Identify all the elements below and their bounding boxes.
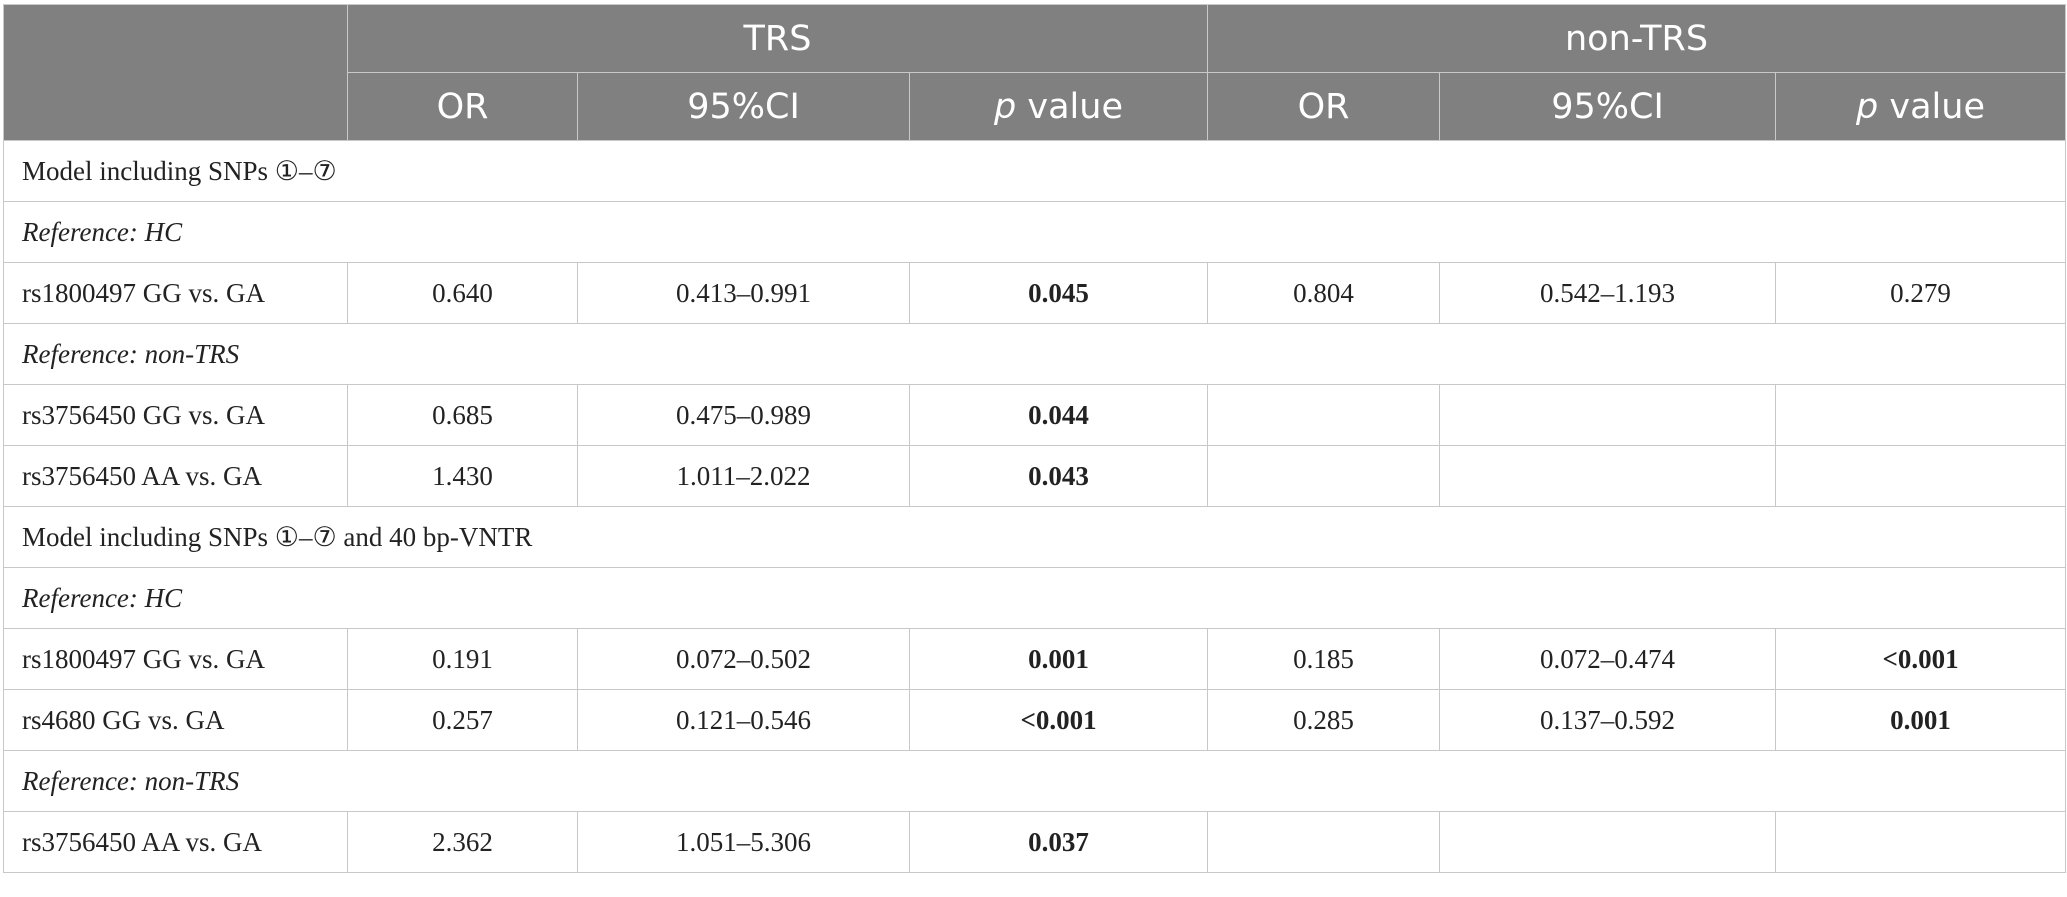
non-trs-p-value-cell: 0.279: [1775, 262, 2067, 324]
trs-or-cell: 0.191: [347, 628, 578, 690]
trs-ci-cell: 0.121–0.546: [577, 689, 910, 751]
header-trs-p-value: p value: [908, 72, 1209, 141]
trs-ci-cell: 1.011–2.022: [577, 445, 910, 507]
header-blank-cell: [3, 4, 348, 73]
p-value-suffix: value: [1878, 86, 1985, 127]
p-italic: p: [994, 86, 1017, 127]
non-trs-ci-cell: 0.137–0.592: [1439, 689, 1777, 751]
trs-or-cell: 2.362: [347, 811, 578, 873]
non-trs-p-value-cell: [1775, 384, 2067, 446]
trs-ci-cell: 0.413–0.991: [577, 262, 910, 324]
reference-label: Reference: HC: [2, 567, 2067, 629]
trs-or-cell: 1.430: [347, 445, 578, 507]
header-group-trs: TRS: [346, 4, 1209, 73]
section-row: Model including SNPs ①–⑦: [2, 140, 2067, 202]
non-trs-p-value-cell: <0.001: [1775, 628, 2067, 690]
table-row: rs4680 GG vs. GA 0.257 0.121–0.546 <0.001 0.…: [3, 689, 2067, 751]
non-trs-or-cell: [1207, 445, 1441, 507]
trs-or-cell: 0.685: [347, 384, 578, 446]
table-row: rs3756450 AA vs. GA 2.362 1.051–5.306 0.037: [3, 811, 2067, 873]
snp-label: rs3756450 GG vs. GA: [3, 384, 348, 446]
table-row: rs1800497 GG vs. GA 0.191 0.072–0.502 0.001…: [3, 628, 2067, 690]
trs-ci-cell: 1.051–5.306: [577, 811, 910, 873]
snp-label: rs1800497 GG vs. GA: [3, 628, 348, 690]
reference-row: Reference: HC: [2, 201, 2067, 263]
header-non-trs-or: OR: [1207, 72, 1441, 141]
p-italic: p: [1856, 86, 1879, 127]
trs-p-value-cell: 0.045: [908, 262, 1209, 324]
snp-label: rs3756450 AA vs. GA: [3, 445, 348, 507]
non-trs-ci-cell: [1439, 445, 1777, 507]
trs-p-value-cell: 0.044: [908, 384, 1209, 446]
reference-row: Reference: HC: [2, 567, 2067, 629]
header-non-trs-p-value: p value: [1775, 72, 2067, 141]
header-trs-or: OR: [347, 72, 578, 141]
trs-p-value-cell: 0.037: [908, 811, 1209, 873]
table-row: rs3756450 AA vs. GA 1.430 1.011–2.022 0.043: [3, 445, 2067, 507]
section-title: Model including SNPs ①–⑦ and 40 bp-VNTR: [2, 506, 2067, 568]
table-header: TRS non-TRS OR 95%CI p value OR 95%CI p …: [3, 4, 2067, 141]
table-row: rs1800497 GG vs. GA 0.640 0.413–0.991 0.045…: [3, 262, 2067, 324]
trs-or-cell: 0.257: [347, 689, 578, 751]
table-row: rs3756450 GG vs. GA 0.685 0.475–0.989 0.044: [3, 384, 2067, 446]
non-trs-ci-cell: [1439, 384, 1777, 446]
trs-ci-cell: 0.475–0.989: [577, 384, 910, 446]
non-trs-or-cell: 0.285: [1207, 689, 1441, 751]
header-trs-ci: 95%CI: [577, 72, 910, 141]
snp-label: rs3756450 AA vs. GA: [3, 811, 348, 873]
non-trs-ci-cell: [1439, 811, 1777, 873]
trs-or-cell: 0.640: [347, 262, 578, 324]
non-trs-ci-cell: 0.542–1.193: [1439, 262, 1777, 324]
section-row: Model including SNPs ①–⑦ and 40 bp-VNTR: [2, 506, 2067, 568]
trs-p-value-cell: 0.001: [908, 628, 1209, 690]
header-blank-cell-lower: [3, 72, 348, 141]
non-trs-p-value-cell: [1775, 445, 2067, 507]
snp-label: rs4680 GG vs. GA: [3, 689, 348, 751]
non-trs-or-cell: [1207, 384, 1441, 446]
reference-label: Reference: HC: [2, 201, 2067, 263]
reference-label: Reference: non-TRS: [2, 323, 2067, 385]
non-trs-or-cell: 0.185: [1207, 628, 1441, 690]
non-trs-or-cell: 0.804: [1207, 262, 1441, 324]
section-title: Model including SNPs ①–⑦: [2, 140, 2067, 202]
reference-label: Reference: non-TRS: [2, 750, 2067, 812]
non-trs-ci-cell: 0.072–0.474: [1439, 628, 1777, 690]
header-group-non-trs: non-TRS: [1207, 4, 2067, 73]
results-table-container: TRS non-TRS OR 95%CI p value OR 95%CI p …: [2, 4, 2067, 873]
non-trs-or-cell: [1207, 811, 1441, 873]
trs-ci-cell: 0.072–0.502: [577, 628, 910, 690]
reference-row: Reference: non-TRS: [2, 323, 2067, 385]
reference-row: Reference: non-TRS: [2, 750, 2067, 812]
header-non-trs-ci: 95%CI: [1439, 72, 1777, 141]
trs-p-value-cell: 0.043: [908, 445, 1209, 507]
trs-p-value-cell: <0.001: [908, 689, 1209, 751]
table-body: Model including SNPs ①–⑦ Reference: HC rs1…: [2, 140, 2067, 873]
non-trs-p-value-cell: [1775, 811, 2067, 873]
non-trs-p-value-cell: 0.001: [1775, 689, 2067, 751]
p-value-suffix: value: [1016, 86, 1123, 127]
results-table: TRS non-TRS OR 95%CI p value OR 95%CI p …: [2, 4, 2067, 873]
snp-label: rs1800497 GG vs. GA: [3, 262, 348, 324]
